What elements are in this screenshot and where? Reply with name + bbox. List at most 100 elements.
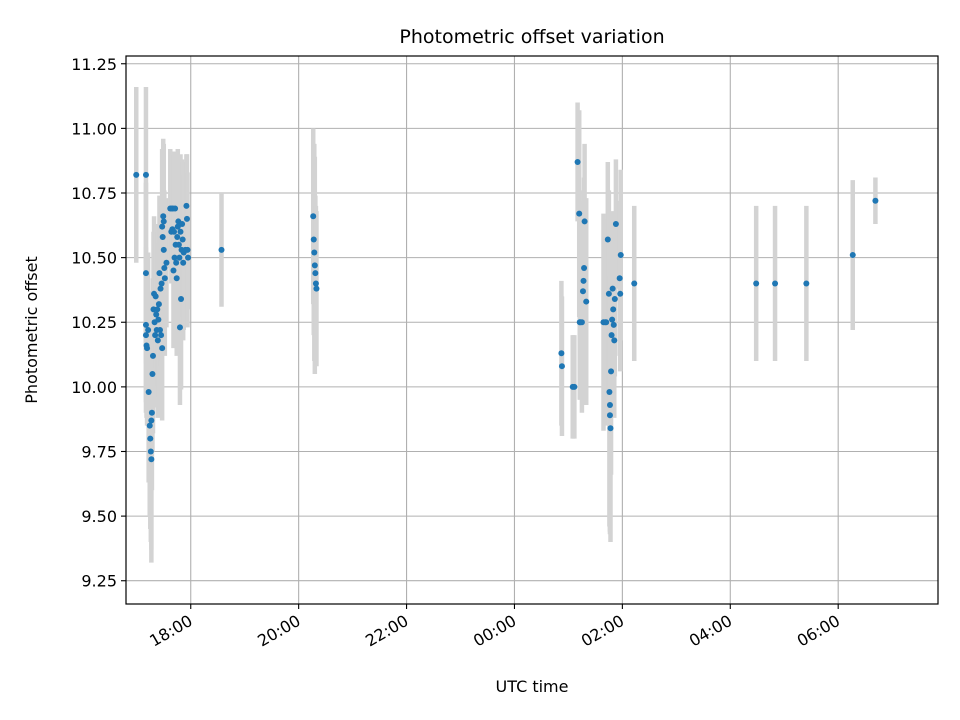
data-point <box>147 448 154 455</box>
data-point <box>581 264 588 271</box>
data-point <box>159 223 166 230</box>
y-tick-label: 10.50 <box>71 249 117 268</box>
data-points <box>133 158 879 463</box>
data-point <box>183 202 190 209</box>
data-point <box>606 389 613 396</box>
data-point <box>172 205 179 212</box>
data-point <box>176 324 183 331</box>
data-point <box>152 332 159 339</box>
data-point <box>612 221 619 228</box>
data-point <box>170 267 177 274</box>
data-point <box>175 241 182 248</box>
data-point <box>583 298 590 305</box>
data-point <box>142 270 149 277</box>
data-point <box>609 316 616 323</box>
data-point <box>171 254 178 261</box>
data-point <box>580 277 587 284</box>
data-point <box>576 210 583 217</box>
data-point <box>617 290 624 297</box>
data-point <box>155 301 162 308</box>
y-tick-label: 11.25 <box>71 55 117 74</box>
data-point <box>161 275 168 282</box>
data-point <box>174 223 181 230</box>
data-point <box>142 332 149 339</box>
y-tick-label: 11.00 <box>71 119 117 138</box>
data-point <box>604 236 611 243</box>
data-point <box>160 246 167 253</box>
data-point <box>156 270 163 277</box>
data-point <box>149 352 156 359</box>
data-point <box>158 280 165 287</box>
data-point <box>753 280 760 287</box>
data-point <box>176 254 183 261</box>
data-point <box>161 264 168 271</box>
data-point <box>148 409 155 416</box>
data-point <box>608 368 615 375</box>
data-point <box>148 417 155 424</box>
data-point <box>163 259 170 266</box>
data-point <box>154 306 161 313</box>
data-point <box>158 332 165 339</box>
data-point <box>611 337 618 344</box>
data-point <box>312 280 319 287</box>
data-point <box>183 215 190 222</box>
grid-lines <box>126 56 938 604</box>
data-point <box>173 275 180 282</box>
y-tick-label: 10.25 <box>71 313 117 332</box>
data-point <box>311 262 318 269</box>
data-point <box>772 280 779 287</box>
data-point <box>574 158 581 165</box>
data-point <box>558 363 565 370</box>
data-point <box>160 218 167 225</box>
data-point <box>133 171 140 178</box>
plot-frame <box>125 55 939 605</box>
data-point <box>145 327 152 333</box>
data-point <box>144 345 151 352</box>
data-point <box>171 228 178 235</box>
y-axis-ticks: 9.25 9.50 9.75 10.00 10.25 10.50 10.75 11.00 11.… <box>71 55 126 591</box>
data-point <box>185 254 192 261</box>
y-tick-label: 9.25 <box>81 572 117 591</box>
data-point <box>617 252 624 259</box>
data-point <box>610 321 617 328</box>
data-point <box>606 401 613 408</box>
data-point <box>310 236 317 243</box>
data-point <box>180 259 187 266</box>
y-tick-label: 9.75 <box>81 442 117 461</box>
data-point <box>218 246 225 253</box>
data-point <box>155 316 162 323</box>
chart-title: Photometric offset variation <box>399 26 664 48</box>
data-point <box>609 285 616 292</box>
y-axis-title: Photometric offset <box>22 256 41 404</box>
data-point <box>146 422 153 429</box>
data-point <box>179 221 186 228</box>
data-point <box>160 213 167 220</box>
data-point <box>605 290 612 297</box>
plot-area <box>126 56 938 604</box>
data-point <box>173 259 180 266</box>
data-point <box>558 350 565 357</box>
data-point <box>153 311 160 318</box>
data-point <box>159 345 166 352</box>
y-tick-label: 9.50 <box>81 507 117 526</box>
data-point <box>156 327 163 333</box>
data-point <box>152 293 159 300</box>
data-point <box>608 332 615 339</box>
data-point <box>177 228 184 235</box>
data-point <box>178 295 185 302</box>
data-point <box>631 280 638 287</box>
data-point <box>849 252 856 259</box>
data-point <box>148 456 155 463</box>
y-tick-label: 10.00 <box>71 378 117 397</box>
data-point <box>616 275 623 282</box>
data-point <box>179 236 186 243</box>
data-point <box>184 246 191 253</box>
data-point <box>157 285 164 292</box>
data-point <box>311 249 318 256</box>
data-point <box>803 280 810 287</box>
data-point <box>154 337 161 344</box>
data-point <box>159 233 166 240</box>
x-axis-title: UTC time <box>496 677 569 696</box>
data-point <box>571 383 578 390</box>
